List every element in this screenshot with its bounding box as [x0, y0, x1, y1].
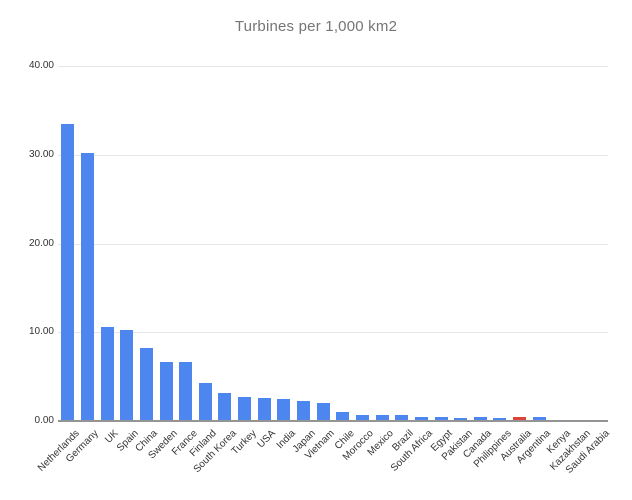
- bar-morocco[interactable]: [355, 414, 369, 421]
- bar-south-africa[interactable]: [414, 416, 428, 421]
- bar-egypt[interactable]: [434, 416, 448, 421]
- bar-turkey[interactable]: [238, 397, 252, 421]
- bar-mexico[interactable]: [375, 414, 389, 421]
- bar-chile[interactable]: [336, 412, 350, 421]
- x-axis-label: USA: [255, 428, 279, 451]
- bar-france[interactable]: [179, 361, 193, 421]
- bar-netherlands[interactable]: [61, 123, 75, 421]
- bar-argentina[interactable]: [532, 417, 546, 421]
- bar-pakistan[interactable]: [454, 417, 468, 421]
- bar-spain[interactable]: [120, 330, 134, 421]
- x-axis-line: [58, 420, 608, 422]
- bar-japan[interactable]: [297, 400, 311, 421]
- bar-south-korea[interactable]: [218, 392, 232, 421]
- bar-uk[interactable]: [100, 326, 114, 421]
- y-axis-label: 0.00: [34, 415, 54, 426]
- bar-australia[interactable]: [513, 417, 527, 421]
- bar-finland[interactable]: [198, 382, 212, 421]
- bar-canada[interactable]: [473, 417, 487, 421]
- bar-usa[interactable]: [257, 397, 271, 421]
- bar-germany[interactable]: [80, 152, 94, 421]
- bar-brazil[interactable]: [395, 414, 409, 421]
- y-axis-label: 40.00: [28, 60, 54, 71]
- y-axis-label: 10.00: [28, 326, 54, 338]
- bar-china[interactable]: [139, 348, 153, 421]
- gridline: [58, 66, 608, 67]
- y-axis-label: 20.00: [28, 237, 54, 249]
- gridline: [58, 154, 608, 156]
- chart-title: Turbines per 1,000 km2: [234, 18, 398, 35]
- y-axis-label: 30.00: [28, 148, 54, 160]
- gridline: [58, 243, 608, 245]
- bar-india[interactable]: [277, 398, 291, 421]
- bar-vietnam[interactable]: [316, 403, 330, 421]
- bar-sweden[interactable]: [159, 361, 173, 421]
- gridline: [58, 332, 608, 334]
- bar-philippines[interactable]: [493, 417, 507, 421]
